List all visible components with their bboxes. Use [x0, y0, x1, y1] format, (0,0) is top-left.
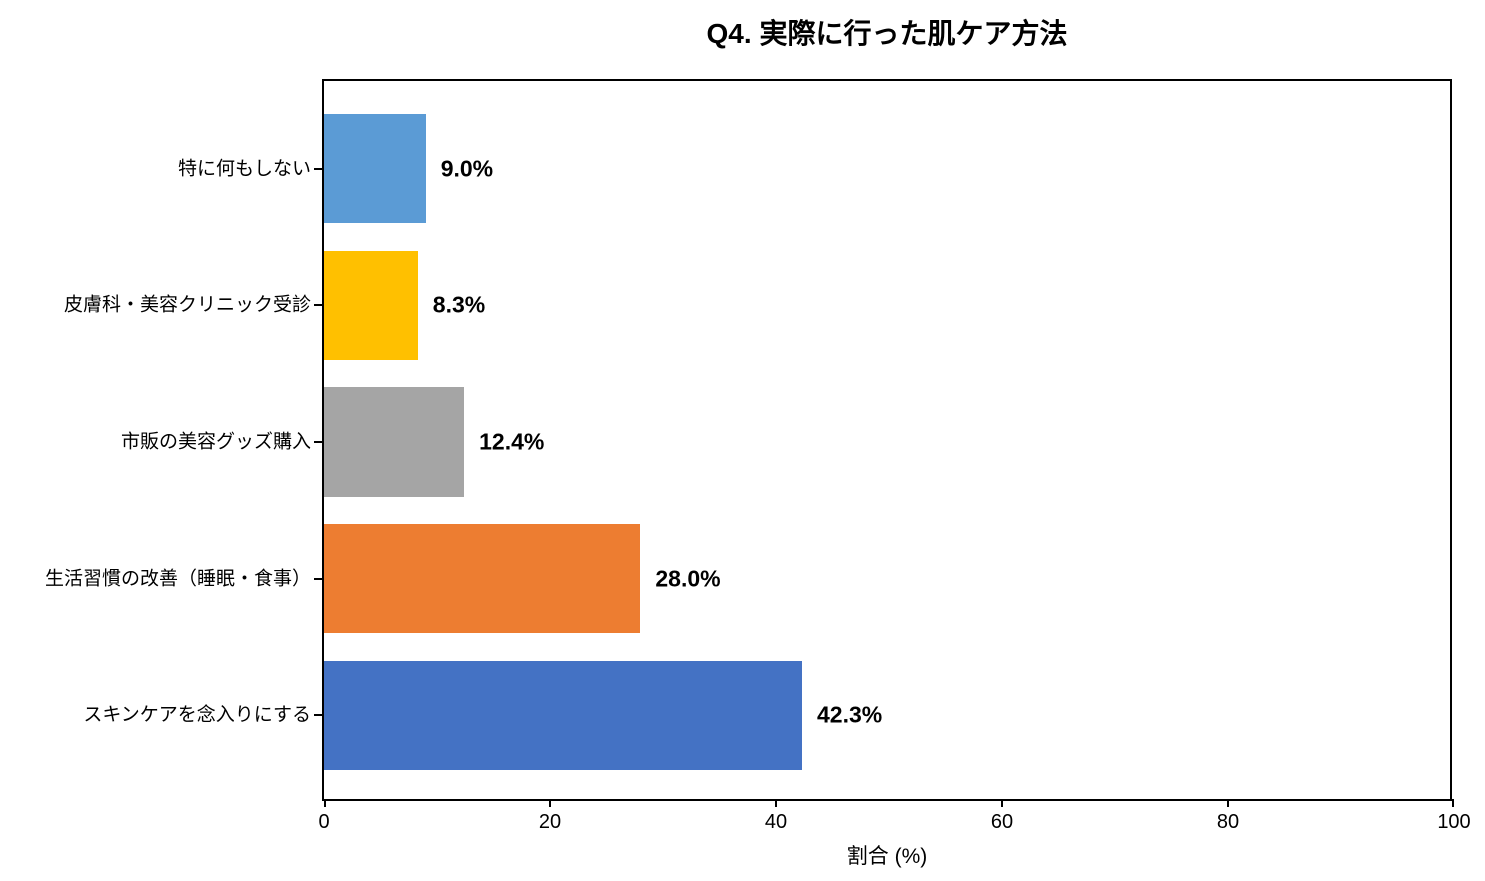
x-axis-tick	[324, 799, 326, 807]
value-label: 12.4%	[479, 428, 545, 455]
x-axis-tick	[1452, 799, 1454, 807]
bar	[324, 250, 418, 360]
y-axis-tick	[314, 577, 322, 580]
category-label: スキンケアを念入りにする	[83, 704, 311, 726]
category-label: 市販の美容グッズ購入	[120, 431, 311, 453]
x-axis-tick	[549, 799, 551, 807]
x-axis-tick	[775, 799, 777, 807]
category-label: 皮膚科・美容クリニック受診	[63, 294, 311, 316]
bar	[324, 524, 641, 634]
x-tick-label: 60	[990, 811, 1014, 833]
plot-area: 特に何もしない 9.0% 皮膚科・美容クリニック受診 8.3% 市販の美容グッズ購入 12…	[45, 79, 1471, 832]
category-label: 特に何もしない	[177, 158, 311, 179]
x-axis-tick	[1227, 799, 1229, 807]
bar	[324, 387, 465, 497]
category-label: 生活習慣の改善（睡眠・食事）	[44, 568, 311, 590]
y-axis-tick	[314, 304, 322, 307]
value-label: 28.0%	[655, 565, 721, 592]
x-axis-label: 割合 (%)	[846, 845, 928, 868]
x-tick-label: 0	[318, 811, 330, 833]
bar	[324, 660, 802, 771]
x-axis-tick	[1001, 799, 1003, 807]
y-axis-tick	[314, 714, 322, 717]
chart-title: Q4. 実際に行った肌ケア方法	[706, 18, 1068, 49]
x-tick-label: 80	[1216, 811, 1240, 833]
y-axis-tick	[314, 441, 322, 443]
x-tick-label: 100	[1437, 811, 1471, 833]
y-axis-tick	[314, 167, 322, 170]
x-tick-label: 20	[538, 811, 562, 833]
value-label: 9.0%	[440, 155, 494, 181]
bar	[324, 113, 426, 224]
value-label: 8.3%	[432, 291, 486, 318]
value-label: 42.3%	[816, 701, 883, 728]
x-tick-label: 40	[764, 811, 788, 833]
